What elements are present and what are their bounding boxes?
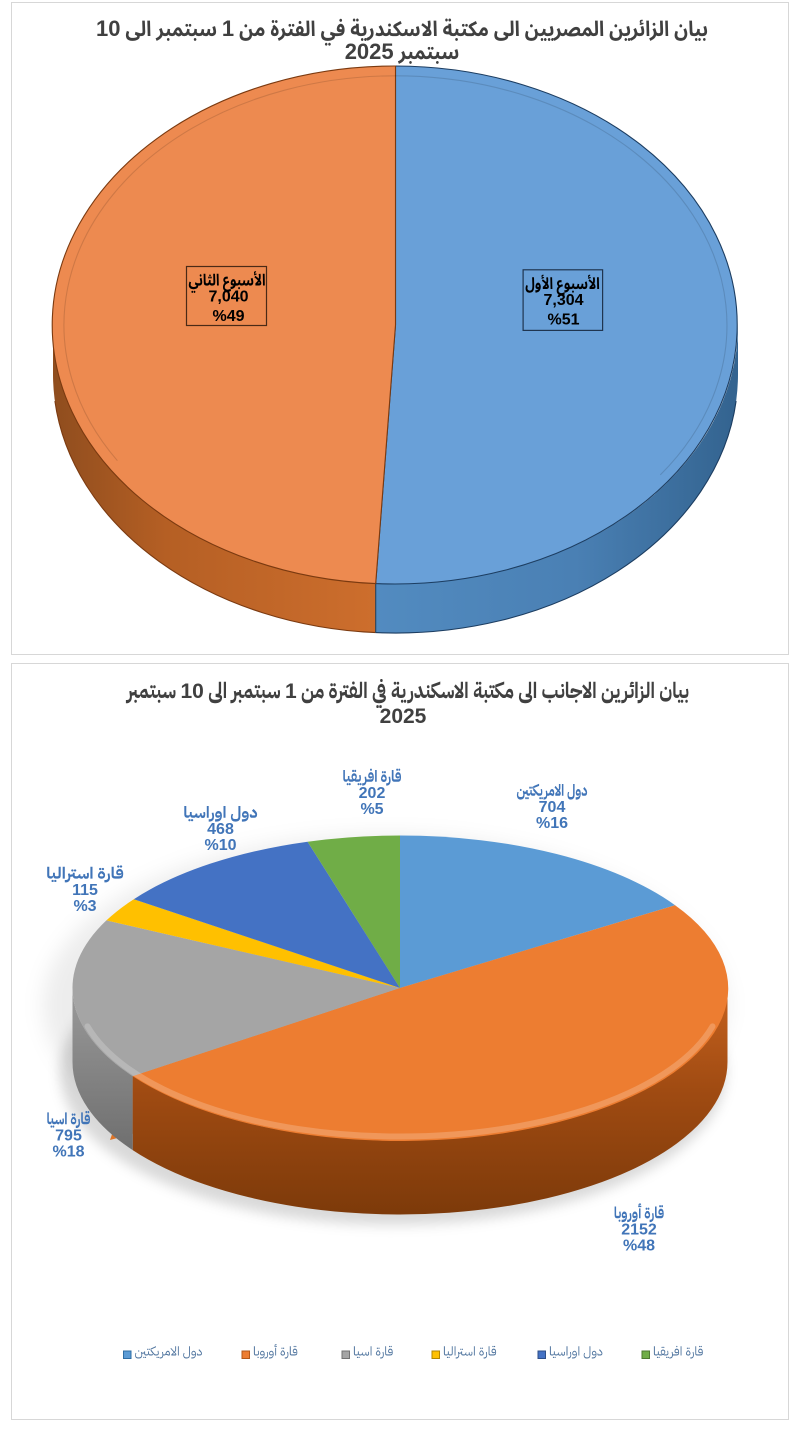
svg-text:%16: %16 <box>536 815 568 832</box>
svg-text:%48: %48 <box>623 1238 655 1255</box>
svg-text:%10: %10 <box>204 837 236 854</box>
svg-text:2025: 2025 <box>380 705 427 728</box>
svg-text:10: 10 <box>181 680 204 703</box>
svg-text:7,040: 7,040 <box>208 288 248 305</box>
svg-text:%49: %49 <box>212 308 244 325</box>
svg-text:1: 1 <box>285 680 297 703</box>
svg-text:10: 10 <box>96 16 120 41</box>
svg-text:704: 704 <box>539 799 566 816</box>
svg-text:7,304: 7,304 <box>543 292 583 309</box>
svg-text:2025: 2025 <box>345 39 394 64</box>
svg-text:115: 115 <box>72 882 98 899</box>
svg-text:%5: %5 <box>360 801 383 818</box>
svg-text:202: 202 <box>359 785 386 802</box>
svg-text:795: 795 <box>55 1127 82 1144</box>
svg-text:1: 1 <box>222 16 234 41</box>
svg-text:2152: 2152 <box>621 1222 657 1239</box>
svg-text:%3: %3 <box>73 898 96 915</box>
svg-text:%51: %51 <box>547 312 579 329</box>
svg-text:468: 468 <box>207 821 234 838</box>
svg-text:%18: %18 <box>52 1144 84 1161</box>
